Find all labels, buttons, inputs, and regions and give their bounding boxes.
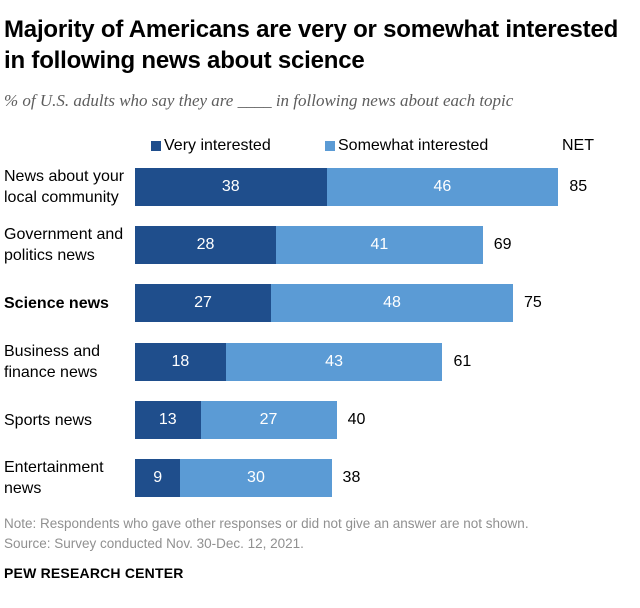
bar-somewhat-interested-news-about-your-local-community: 46 (326, 168, 559, 206)
bar-somewhat-interested-government-and-politics-news: 41 (276, 226, 483, 264)
net-value-news-about-your-local-community: 85 (569, 178, 588, 195)
net-value-business-and-finance-news: 61 (453, 353, 472, 370)
data-label: 18 (171, 353, 190, 370)
data-label: 27 (194, 294, 212, 311)
legend-swatch-very (151, 141, 161, 151)
bar-very-interested-government-and-politics-news: 28 (135, 226, 277, 264)
bar-somewhat-interested-business-and-finance-news: 43 (225, 343, 443, 381)
legend-label-very: Very interested (164, 137, 271, 154)
org-name: PEW RESEARCH CENTER (4, 565, 184, 581)
bar-somewhat-interested-science-news: 48 (271, 284, 513, 322)
data-label: 27 (259, 411, 278, 428)
data-label: 46 (433, 178, 452, 195)
net-value-government-and-politics-news: 69 (493, 236, 512, 253)
category-label-business-and-finance-news: Business and finance news (4, 343, 101, 381)
source-text: Source: Survey conducted Nov. 30-Dec. 12… (4, 536, 304, 551)
bar-very-interested-science-news: 27 (135, 284, 272, 322)
net-value-sports-news: 40 (347, 411, 366, 428)
data-label: 38 (221, 178, 240, 195)
category-label-entertainment-news: Entertainment news (4, 459, 104, 497)
category-label-science-news: Science news (4, 294, 109, 312)
category-label-sports-news: Sports news (4, 411, 93, 429)
net-column-header: NET (562, 137, 594, 154)
category-label-government-and-politics-news: Government and politics news (4, 226, 124, 264)
category-label-news-about-your-local-community: News about your local community (4, 168, 125, 206)
net-value-entertainment-news: 38 (342, 469, 361, 486)
legend-swatch-somewhat (325, 141, 335, 151)
net-value-science-news: 75 (524, 294, 542, 311)
note-text: Note: Respondents who gave other respons… (4, 516, 529, 531)
bar-very-interested-sports-news: 13 (135, 401, 201, 439)
chart-footnote: Note: Respondents who gave other respons… (4, 514, 529, 554)
legend-very-interested: Very interested (151, 137, 271, 155)
chart-subtitle: % of U.S. adults who say they are ____ i… (4, 91, 514, 110)
bar-very-interested-news-about-your-local-community: 38 (135, 168, 327, 206)
chart-title: Majority of Americans are very or somewh… (4, 16, 619, 74)
data-label: 13 (158, 411, 177, 428)
bar-somewhat-interested-sports-news: 27 (200, 401, 337, 439)
bar-very-interested-entertainment-news: 9 (135, 459, 181, 497)
data-label: 9 (153, 469, 163, 486)
bar-very-interested-business-and-finance-news: 18 (135, 343, 226, 381)
data-label: 48 (383, 294, 401, 311)
data-label: 43 (325, 353, 343, 370)
data-label: 30 (247, 469, 265, 486)
data-label: 28 (196, 236, 215, 253)
legend-somewhat-interested: Somewhat interested (325, 137, 488, 155)
data-label: 41 (370, 236, 389, 253)
legend-label-somewhat: Somewhat interested (338, 137, 489, 154)
bar-somewhat-interested-entertainment-news: 30 (180, 459, 332, 497)
